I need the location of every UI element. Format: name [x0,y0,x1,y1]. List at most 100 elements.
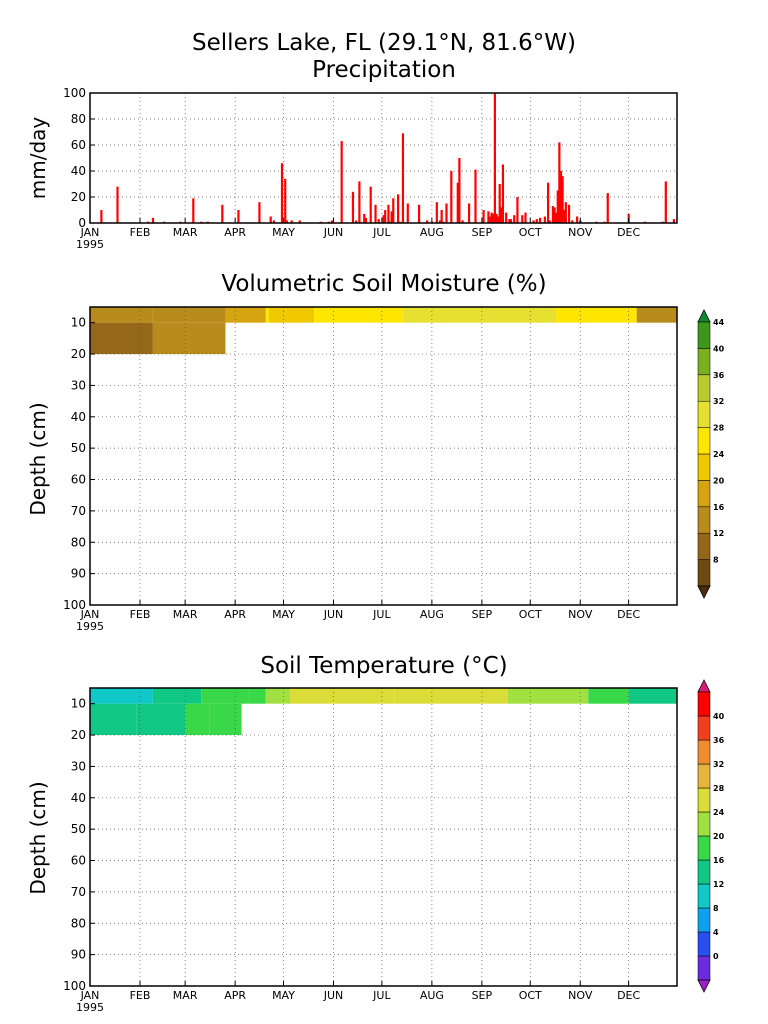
x-tick-label: JUN [323,608,344,621]
precip-bar [417,204,421,223]
moisture-frame [89,306,678,606]
precip-bar [501,164,505,223]
colorbar-tick-label: 8 [713,556,719,565]
precip-bar [493,93,496,223]
colorbar-segment [697,453,711,481]
colorbar-segment [697,506,711,534]
precip-bar [548,220,551,223]
y-tick-label: 100 [63,598,86,612]
colorbar-tick-label: 24 [713,450,725,459]
temperature-grid [90,688,677,986]
y-tick-label: 40 [71,410,86,424]
precip-bar [576,216,579,223]
colorbar-tick-label: 32 [713,397,724,406]
moisture-title: Volumetric Soil Moisture (%) [221,271,546,297]
colorbar-tick-label: 20 [713,476,725,485]
precip-bar [272,220,276,223]
precip-grid [90,93,677,223]
colorbar-segment [697,715,711,741]
colorbar-segment [697,763,711,789]
y-tick-label: 100 [63,86,86,100]
colorbar-cap-top [697,679,711,693]
moisture-colorbar: 8 12 16 20 24 28 32 36 40 44 [697,309,725,599]
colorbar-tick-label: 44 [713,318,725,327]
temperature-x-ticks: JAN FEB MAR APR MAY JUN JUL AUG SEP OCT NOV DEC 1995 [76,981,640,1014]
x-tick-label: JUN [323,989,344,1002]
heatmap-cell [249,688,266,704]
moisture-heatmap [90,307,677,355]
precip-bar [559,171,563,223]
moisture-y-ticks: 10 20 30 40 50 60 70 80 90 100 [63,316,95,612]
y-tick-label: 30 [71,759,86,773]
y-tick-label: 20 [71,347,86,361]
precip-bar [440,210,443,223]
temperature-y-label: Depth (cm) [26,781,50,894]
precip-y-label: mm/day [26,117,50,200]
colorbar-tick-label: 8 [713,904,719,913]
precip-bar [377,219,380,223]
colorbar-segment [697,739,711,765]
precip-bar [571,220,574,223]
colorbar-segment [697,348,711,376]
heatmap-cell [628,688,677,704]
heatmap-cell [185,703,210,736]
precip-bar [290,220,293,223]
colorbar-cap-bottom [697,979,711,993]
y-tick-label: 60 [71,854,86,868]
precip-bar [363,213,366,223]
precip-bar [390,211,393,223]
colorbar-segment [697,427,711,455]
precip-title: Precipitation [312,57,456,83]
x-tick-label: NOV [568,989,593,1002]
x-tick-label: OCT [519,608,542,621]
precip-frame [89,92,678,224]
colorbar-tick-label: 0 [713,952,719,961]
x-tick-label: MAY [272,608,295,621]
x-tick-label: MAR [173,608,198,621]
x-tick-label: JAN [80,608,100,621]
heatmap-cell [90,322,153,355]
heatmap-cell [394,688,508,704]
precip-bar [498,184,501,223]
precip-bar [505,212,508,223]
colorbar-segment [697,955,711,981]
temperature-title: Soil Temperature (°C) [260,653,507,679]
soil-moisture-panel: Volumetric Soil Moisture (%) Depth (cm) … [26,271,725,633]
precip-bars [100,93,675,223]
precip-bar [340,141,343,223]
colorbar-segment [697,691,711,717]
colorbar-segment [697,883,711,909]
heatmap-cell [314,307,403,323]
x-tick-label: APR [224,989,246,1002]
x-tick-label: SEP [472,608,493,621]
precip-bar [384,210,387,223]
x-tick-label: OCT [519,226,542,239]
precip-bar [151,217,155,223]
precip-bar [369,186,372,223]
y-tick-label: 60 [71,138,86,152]
x-tick-label: MAR [173,226,198,239]
year-label: 1995 [76,1001,104,1014]
precip-bar [456,182,459,223]
precip-bar [495,213,498,223]
heatmap-cell [402,307,557,323]
x-tick-label: SEP [472,989,493,1002]
colorbar-tick-label: 40 [713,712,725,721]
x-tick-label: MAY [272,989,295,1002]
precip-bar [521,215,524,223]
y-tick-label: 90 [71,948,86,962]
precip-bar [553,207,556,223]
temperature-colorbar: 0 4 8 12 16 20 24 28 32 36 40 [697,679,725,993]
heatmap-cell [588,688,629,704]
x-tick-label: JUL [372,989,391,1002]
y-tick-label: 20 [71,728,86,742]
colorbar-tick-label: 20 [713,832,725,841]
heatmap-cell [209,703,242,736]
precip-bar [551,206,555,223]
colorbar-tick-label: 12 [713,880,724,889]
colorbar-tick-label: 24 [713,808,725,817]
heatmap-cell [507,688,589,704]
x-tick-label: FEB [130,608,151,621]
precip-bar [330,220,334,223]
